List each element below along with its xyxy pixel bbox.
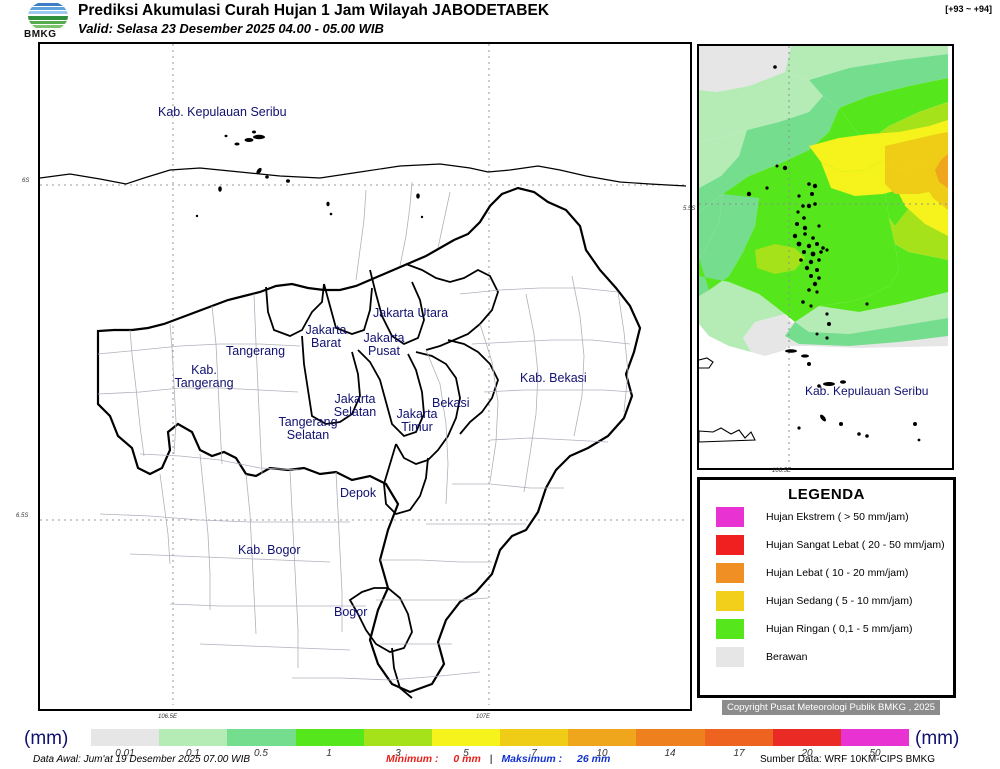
inset-map-svg: [699, 46, 948, 464]
min-max-readout: Minimum : 0 mm | Maksimum : 26 mm: [386, 753, 610, 765]
lead-time-badge: [+93 ~ +94]: [945, 4, 992, 14]
minmax-separator: |: [489, 753, 493, 765]
legend-row-sedang: Hujan Sedang ( 5 - 10 mm/jam): [716, 587, 953, 615]
colorbar-tick-0: 0.01: [115, 748, 135, 759]
jabodetabek-boundary: [96, 186, 642, 694]
legend-label-berawan: Berawan: [766, 651, 808, 663]
map-label-jakarta-barat: Jakarta Barat: [305, 323, 347, 350]
colorbar-seg-9: [704, 729, 773, 746]
colorbar-tick-10: 20: [801, 748, 813, 759]
map-label-depok: Depok: [340, 486, 377, 500]
main-map-svg: [40, 44, 686, 705]
inset-axis-label-1065e: 106.5E: [772, 468, 792, 474]
sumber-data-text: Sumber Data: WRF 10KM-CIPS BMKG: [760, 754, 936, 765]
axis-label-1065e: 106.5E: [158, 714, 178, 720]
legend-label-sedang: Hujan Sedang ( 5 - 10 mm/jam): [766, 595, 913, 607]
legend-swatch-sedang: [716, 591, 744, 611]
minimum-label: Minimum :: [386, 753, 439, 765]
legend-row-sangat-lebat: Hujan Sangat Lebat ( 20 - 50 mm/jam): [716, 531, 953, 559]
map-label-jakarta-timur: Jakarta Timur: [396, 407, 438, 434]
bmkg-logo: BMKG: [20, 1, 74, 41]
colorbar-tick-11: 50: [869, 748, 881, 759]
legend-swatch-ringan: [716, 619, 744, 639]
colorbar-seg-4: [363, 729, 432, 746]
colorbar-seg-8: [636, 729, 705, 746]
colorbar-seg-2: [227, 729, 296, 746]
inset-map-panel[interactable]: Kab. Kepulauan Seribu: [697, 44, 954, 470]
colorbar-seg-3: [295, 729, 364, 746]
legend-swatch-ekstrem: [716, 507, 744, 527]
colorbar-tick-1: 0.1: [186, 748, 200, 759]
copyright-banner: Copyright Pusat Meteorologi Publik BMKG …: [722, 700, 941, 715]
map-label-bekasi: Bekasi: [432, 396, 470, 410]
map-label-jakarta-utara: Jakarta Utara: [373, 306, 449, 320]
page-subtitle: Valid: Selasa 23 Desember 2025 04.00 - 0…: [78, 21, 384, 36]
map-label-bogor: Bogor: [334, 605, 368, 619]
colorbar-tick-3: 1: [326, 748, 332, 759]
inset-islands: [746, 65, 921, 442]
page-header: BMKG Prediksi Akumulasi Curah Hujan 1 Ja…: [0, 0, 1000, 40]
subdistrict-boundaries: [97, 181, 633, 681]
north-coastline: [40, 163, 686, 187]
axis-label-65s: 6.5S: [16, 513, 29, 519]
colorbar-tick-8: 14: [664, 748, 676, 759]
map-label-jakarta-selatan: Jakarta Selatan: [333, 392, 377, 419]
colorbar-tick-4: 3: [395, 748, 401, 759]
map-label-kab-bogor: Kab. Bogor: [238, 543, 301, 557]
colorbar: [91, 729, 910, 746]
legend-title: LEGENDA: [788, 486, 865, 503]
colorbar-seg-6: [500, 729, 569, 746]
legend-panel: LEGENDA Hujan Ekstrem ( > 50 mm/jam) Huj…: [697, 477, 956, 698]
colorbar-tick-2: 0.5: [254, 748, 268, 759]
colorbar-seg-1: [159, 729, 228, 746]
colorbar-unit-left: (mm): [24, 728, 69, 749]
colorbar-tick-6: 7: [531, 748, 537, 759]
map-label-tangerang: Tangerang: [226, 344, 286, 358]
seribu-islands: [195, 130, 424, 219]
legend-label-lebat: Hujan Lebat ( 10 - 20 mm/jam): [766, 567, 909, 579]
map-label-tangerang-selatan: Tangerang Selatan: [278, 415, 338, 442]
legend-row-ringan: Hujan Ringan ( 0,1 - 5 mm/jam): [716, 615, 953, 643]
axis-label-6s: 6S: [22, 178, 30, 184]
axis-label-107e: 107E: [476, 714, 491, 720]
legend-label-sangat-lebat: Hujan Sangat Lebat ( 20 - 50 mm/jam): [766, 539, 945, 551]
map-label-kab-kepulauan-seribu: Kab. Kepulauan Seribu: [158, 105, 287, 119]
colorbar-seg-0: [91, 729, 160, 746]
page-title: Prediksi Akumulasi Curah Hujan 1 Jam Wil…: [78, 2, 550, 19]
legend-row-lebat: Hujan Lebat ( 10 - 20 mm/jam): [716, 559, 953, 587]
colorbar-tick-5: 5: [463, 748, 469, 759]
colorbar-seg-11: [840, 729, 910, 746]
legend-row-berawan: Berawan: [716, 643, 953, 671]
inset-axis-label-55s: 5.5S: [683, 206, 696, 212]
map-label-jakarta-pusat: Jakarta Pusat: [363, 331, 405, 358]
legend-label-ringan: Hujan Ringan ( 0,1 - 5 mm/jam): [766, 623, 913, 635]
colorbar-seg-5: [431, 729, 501, 746]
colorbar-unit-right: (mm): [915, 728, 960, 749]
map-label-kab-bekasi: Kab. Bekasi: [520, 371, 587, 385]
main-map-panel[interactable]: Kab. Kepulauan Seribu Kab. Tangerang Tang…: [38, 42, 692, 711]
map-label-kab-tangerang: Kab. Tangerang: [174, 363, 234, 390]
colorbar-seg-10: [772, 729, 841, 746]
legend-label-ekstrem: Hujan Ekstrem ( > 50 mm/jam): [766, 511, 909, 523]
bmkg-globe-icon: [28, 1, 68, 31]
colorbar-seg-7: [568, 729, 637, 746]
inset-map-label: Kab. Kepulauan Seribu: [805, 384, 929, 398]
colorbar-tick-9: 17: [733, 748, 745, 759]
bmkg-logo-text: BMKG: [24, 29, 57, 40]
legend-swatch-berawan: [716, 647, 744, 667]
legend-swatch-lebat: [716, 563, 744, 583]
maksimum-value: 26 mm: [577, 753, 611, 765]
data-awal-text: Data Awal: Jum'at 19 Desember 2025 07.00…: [33, 754, 251, 765]
minimum-value: 0 mm: [453, 753, 481, 765]
colorbar-tick-7: 10: [596, 748, 608, 759]
legend-row-ekstrem: Hujan Ekstrem ( > 50 mm/jam): [716, 503, 953, 531]
maksimum-label: Maksimum :: [501, 753, 563, 765]
legend-swatch-sangat-lebat: [716, 535, 744, 555]
